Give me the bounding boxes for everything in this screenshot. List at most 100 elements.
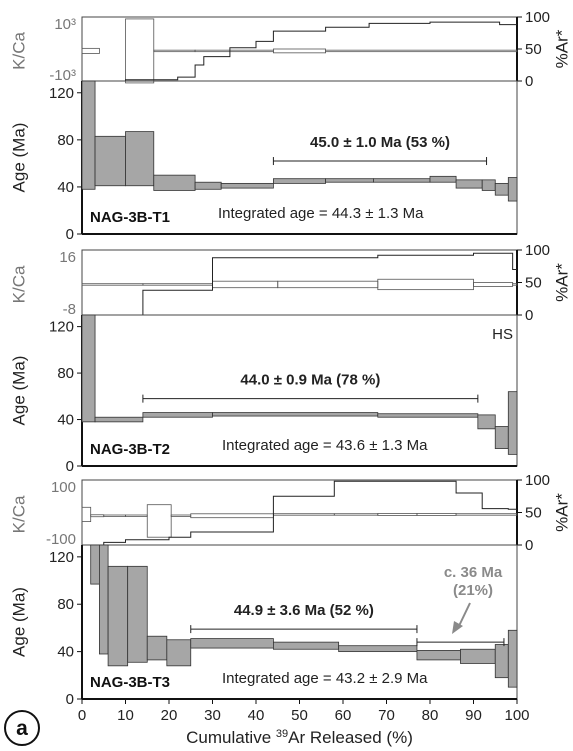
age-step bbox=[373, 178, 431, 183]
x-tick-label: 0 bbox=[78, 707, 86, 724]
age-tick-label: 80 bbox=[57, 365, 74, 382]
kca-step bbox=[125, 514, 148, 517]
age-step bbox=[455, 179, 483, 189]
integrated-age: Integrated age = 44.3 ± 1.3 Ma bbox=[218, 205, 424, 222]
kca-tick-label: 100 bbox=[51, 479, 76, 496]
kca-step bbox=[455, 513, 518, 516]
ar-tick-label: 50 bbox=[525, 275, 542, 292]
ar-step-line bbox=[82, 21, 517, 82]
age-step bbox=[142, 412, 213, 418]
age-tick-label: 0 bbox=[66, 691, 74, 708]
ar-tick-label: 50 bbox=[525, 505, 542, 522]
x-tick-label: 20 bbox=[161, 707, 178, 724]
age-step bbox=[125, 131, 155, 187]
integrated-age: Integrated age = 43.6 ± 1.3 Ma bbox=[222, 437, 428, 454]
ar-axis-label: %Ar* bbox=[552, 263, 571, 302]
age-step bbox=[460, 648, 496, 664]
kca-step bbox=[190, 513, 274, 519]
age-step bbox=[429, 175, 457, 183]
kca-step bbox=[272, 48, 326, 54]
age-step bbox=[272, 178, 326, 184]
alt-plateau-arrow bbox=[457, 602, 471, 629]
x-axis-label: Cumulative 39Ar Released (%) bbox=[186, 728, 413, 747]
ar-tick-label: 100 bbox=[525, 242, 550, 259]
kca-step bbox=[81, 47, 100, 54]
x-tick-label: 70 bbox=[378, 707, 395, 724]
age-step bbox=[494, 182, 509, 196]
ar-axis-label: %Ar* bbox=[552, 493, 571, 532]
x-tick-label: 80 bbox=[422, 707, 439, 724]
ar-tick-label: 100 bbox=[525, 472, 550, 489]
age-step bbox=[94, 135, 126, 187]
x-tick-label: 40 bbox=[248, 707, 265, 724]
age-step bbox=[166, 639, 192, 667]
ar-tick-label: 100 bbox=[525, 9, 550, 26]
age-step bbox=[338, 645, 418, 653]
age-tick-label: 0 bbox=[66, 458, 74, 475]
sample-label: NAG-3B-T3 bbox=[90, 674, 170, 691]
kca-axis-label: K/Ca bbox=[9, 495, 28, 533]
age-step bbox=[81, 80, 96, 190]
x-tick-label: 10 bbox=[117, 707, 134, 724]
age-step bbox=[507, 391, 518, 455]
age-step bbox=[416, 650, 461, 661]
kca-step bbox=[194, 49, 274, 53]
age-step bbox=[220, 182, 274, 189]
ar-tick-label: 50 bbox=[525, 41, 542, 58]
age-step bbox=[377, 413, 479, 418]
kca-step bbox=[473, 282, 514, 287]
kca-tick-label: -10³ bbox=[49, 67, 76, 84]
kca-tick-label: -100 bbox=[46, 531, 76, 548]
age-step bbox=[194, 181, 222, 190]
kca-step bbox=[146, 504, 172, 538]
alt-plateau-arrowhead bbox=[452, 621, 463, 634]
alt-plateau-label: c. 36 Ma bbox=[444, 564, 503, 581]
plateau-label: 44.9 ± 3.6 Ma (52 %) bbox=[234, 602, 374, 619]
x-tick-label: 90 bbox=[465, 707, 482, 724]
age-tick-label: 120 bbox=[49, 549, 74, 566]
kca-step bbox=[377, 278, 474, 291]
age-step bbox=[99, 544, 109, 655]
age-step bbox=[153, 174, 196, 191]
x-tick-label: 100 bbox=[504, 707, 529, 724]
kca-step bbox=[212, 280, 279, 289]
age-step bbox=[212, 412, 379, 417]
ar-axis-label: %Ar* bbox=[552, 29, 571, 68]
ar-tick-label: 0 bbox=[525, 73, 533, 90]
age-step bbox=[127, 565, 148, 663]
x-tick-label: 60 bbox=[335, 707, 352, 724]
sample-label: NAG-3B-T2 bbox=[90, 441, 170, 458]
age-step bbox=[494, 426, 509, 449]
age-axis-label: Age (Ma) bbox=[9, 356, 28, 426]
kca-tick-label: 10³ bbox=[54, 16, 76, 33]
kca-axis-label: K/Ca bbox=[9, 31, 28, 69]
plateau-label: 44.0 ± 0.9 Ma (78 %) bbox=[240, 372, 380, 389]
kca-tick-label: -8 bbox=[63, 301, 76, 318]
ar-step-line bbox=[82, 480, 517, 546]
kca-step bbox=[416, 513, 457, 516]
integrated-age: Integrated age = 43.2 ± 2.9 Ma bbox=[222, 670, 428, 687]
panel-letter: a bbox=[16, 717, 28, 740]
kca-step bbox=[325, 49, 518, 53]
age-tick-label: 40 bbox=[57, 179, 74, 196]
kca-step bbox=[333, 513, 379, 516]
kca-axis-label: K/Ca bbox=[9, 265, 28, 303]
kca-frame bbox=[81, 249, 518, 316]
age-tick-label: 80 bbox=[57, 132, 74, 149]
age-step bbox=[477, 414, 496, 430]
age-tick-label: 0 bbox=[66, 226, 74, 243]
extra-label: HS bbox=[492, 326, 513, 343]
x-tick-label: 30 bbox=[204, 707, 221, 724]
age-step bbox=[146, 635, 168, 661]
age-step bbox=[90, 544, 100, 585]
age-tick-label: 80 bbox=[57, 596, 74, 613]
kca-step bbox=[153, 49, 196, 53]
kca-step bbox=[90, 514, 105, 518]
age-step bbox=[107, 565, 129, 667]
alt-plateau-percent: (21%) bbox=[453, 582, 493, 599]
kca-step bbox=[170, 514, 192, 517]
age-step bbox=[325, 178, 374, 183]
age-step bbox=[272, 641, 340, 650]
kca-step bbox=[377, 513, 418, 516]
